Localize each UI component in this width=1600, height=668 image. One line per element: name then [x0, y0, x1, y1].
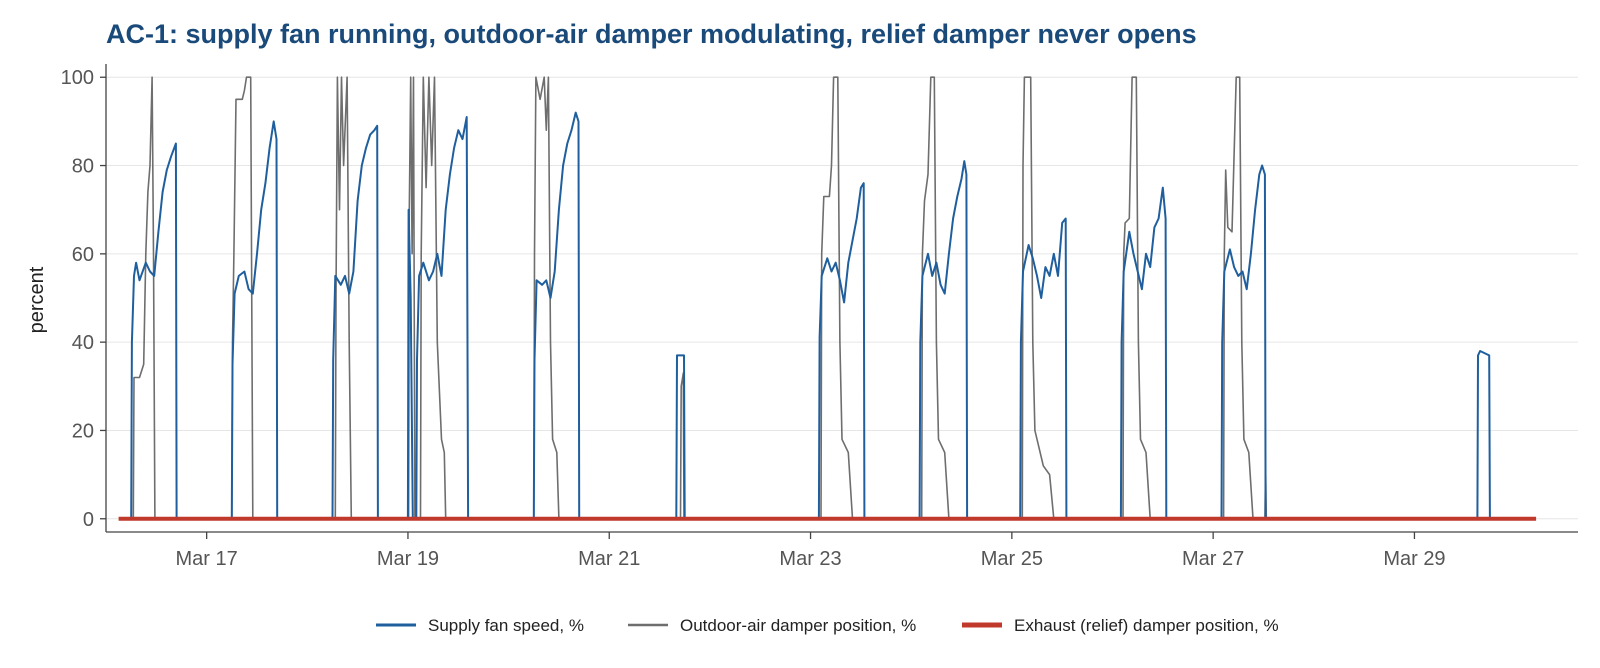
- legend-label: Outdoor-air damper position, %: [680, 616, 916, 635]
- x-tick-label: Mar 17: [176, 548, 238, 570]
- y-tick-label: 20: [72, 420, 94, 442]
- chart-title: AC-1: supply fan running, outdoor-air da…: [106, 19, 1197, 49]
- series-line-supply-fan-speed: [130, 111, 1491, 520]
- legend-label: Exhaust (relief) damper position, %: [1014, 616, 1279, 635]
- y-tick-label: 80: [72, 156, 94, 178]
- legend-label: Supply fan speed, %: [428, 616, 584, 635]
- series-layer: [118, 76, 1537, 521]
- x-tick-label: Mar 21: [578, 548, 640, 570]
- y-ticks: 0 20 40 60 80 100: [61, 67, 106, 531]
- y-tick-label: 60: [72, 244, 94, 266]
- x-tick-label: Mar 23: [779, 548, 841, 570]
- x-tick-label: Mar 25: [981, 548, 1043, 570]
- legend-item: Supply fan speed, %: [376, 616, 584, 635]
- legend: Supply fan speed, % Outdoor-air damper po…: [376, 616, 1279, 635]
- y-tick-label: 40: [72, 332, 94, 354]
- y-tick-label: 0: [83, 509, 94, 531]
- legend-item: Outdoor-air damper position, %: [628, 616, 916, 635]
- y-axis-title: percent: [26, 266, 48, 333]
- y-tick-label: 100: [61, 67, 94, 89]
- legend-item: Exhaust (relief) damper position, %: [962, 616, 1279, 635]
- x-tick-label: Mar 19: [377, 548, 439, 570]
- x-tick-label: Mar 27: [1182, 548, 1244, 570]
- x-tick-label: Mar 29: [1383, 548, 1445, 570]
- x-ticks: Mar 17 Mar 19 Mar 21 Mar 23 Mar 25 Mar 27 Mar …: [176, 532, 1446, 570]
- series-line-outdoor-air-damper: [132, 76, 1268, 520]
- grid: [106, 76, 1578, 520]
